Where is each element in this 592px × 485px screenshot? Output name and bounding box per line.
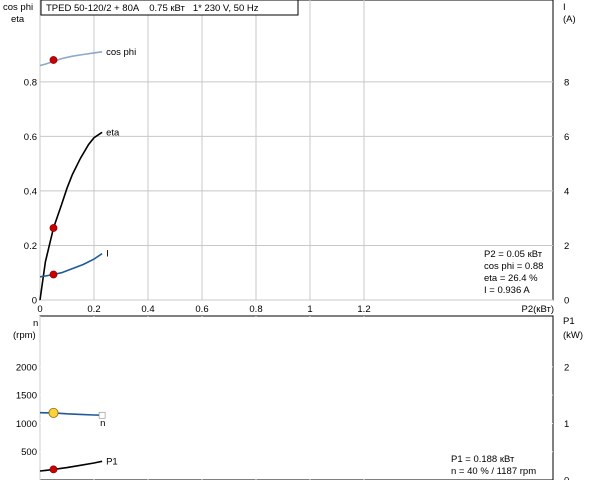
series-label-cos-phi: cos phi: [106, 47, 136, 58]
title-box: [40, 0, 299, 16]
top-plot-frame: [39, 0, 554, 301]
series-line-n: [39, 411, 103, 416]
speed-curve-end-marker: [98, 411, 106, 419]
x-tick-label: 1.2: [357, 304, 370, 315]
y-left-tick-label: 1000: [16, 419, 37, 430]
series-line-P1: [39, 460, 103, 472]
y-left-tick-label: 0.8: [24, 77, 37, 88]
y-right-tick-label: 4: [564, 186, 569, 197]
operating-point-eta: [49, 224, 58, 232]
y-left-tick-label: 0: [32, 296, 37, 307]
y-right-axis-label-P1: P1: [563, 316, 575, 327]
x-tick-label: 0.4: [141, 304, 154, 315]
series-line-cos-phi: [39, 51, 103, 67]
series-label-eta: eta: [106, 127, 120, 138]
y-left-axis-label-cosphi: cos phi: [3, 2, 33, 13]
y-left-tick-label: 2000: [16, 362, 37, 373]
y-right-tick-label: 0: [564, 476, 569, 481]
x-tick-label: 0.2: [87, 304, 100, 315]
readout-top-0: P2 = 0.05 кВт: [484, 249, 543, 260]
readout-top-3: I = 0.936 A: [484, 285, 530, 296]
chart-title: TPED 50-120/2 + 80A 0.75 кВт 1* 230 V, 5…: [46, 3, 259, 14]
readout-top-2: eta = 26.4 %: [484, 273, 538, 284]
y-left-axis-label-eta: eta: [11, 14, 25, 25]
series-label-P1: P1: [106, 456, 118, 467]
series-line-eta: [39, 131, 103, 301]
y-left-tick-label: 0.2: [24, 241, 37, 252]
y-left-tick-label: 1500: [16, 391, 37, 402]
x-tick-label: 0.8: [249, 304, 262, 315]
y-left-tick-label: 500: [21, 447, 37, 458]
y-right-tick-label: 2: [564, 362, 569, 373]
operating-point-current: [49, 270, 58, 279]
y-right-tick-label: 8: [564, 77, 569, 88]
y-left-tick-label: 0.4: [24, 186, 37, 197]
x-axis-label: P2(кВт): [522, 304, 554, 315]
series-label-I: I: [106, 249, 109, 260]
y-right-tick-label: 6: [564, 132, 569, 143]
y-right-axis-label-kw: (kW): [563, 330, 583, 341]
y-right-tick-label: 2: [564, 241, 569, 252]
operating-point-P1: [49, 465, 58, 474]
y-right-tick-label: 1: [564, 419, 569, 430]
y-right-axis-label-I: I: [563, 2, 566, 13]
operating-point-cosphi: [49, 56, 58, 64]
y-left-axis-label-rpm: (rpm): [13, 330, 36, 341]
y-left-tick-label: 0.6: [24, 132, 37, 143]
series-line-I: [39, 252, 103, 278]
x-tick-label: 0: [37, 304, 42, 315]
readout-top-1: cos phi = 0.88: [484, 261, 543, 272]
y-right-tick-label: 0: [564, 296, 569, 307]
operating-point-speed: [48, 407, 59, 418]
series-label-n: n: [100, 418, 105, 429]
y-right-axis-label-unit: (A): [563, 14, 576, 25]
x-tick-label: 0.6: [195, 304, 208, 315]
x-tick-label: 1: [307, 304, 312, 315]
readout-bottom-0: P1 = 0.188 кВт: [451, 454, 515, 465]
y-left-axis-label-n: n: [33, 318, 38, 329]
readout-bottom-1: n = 40 % / 1187 rpm: [451, 466, 536, 477]
